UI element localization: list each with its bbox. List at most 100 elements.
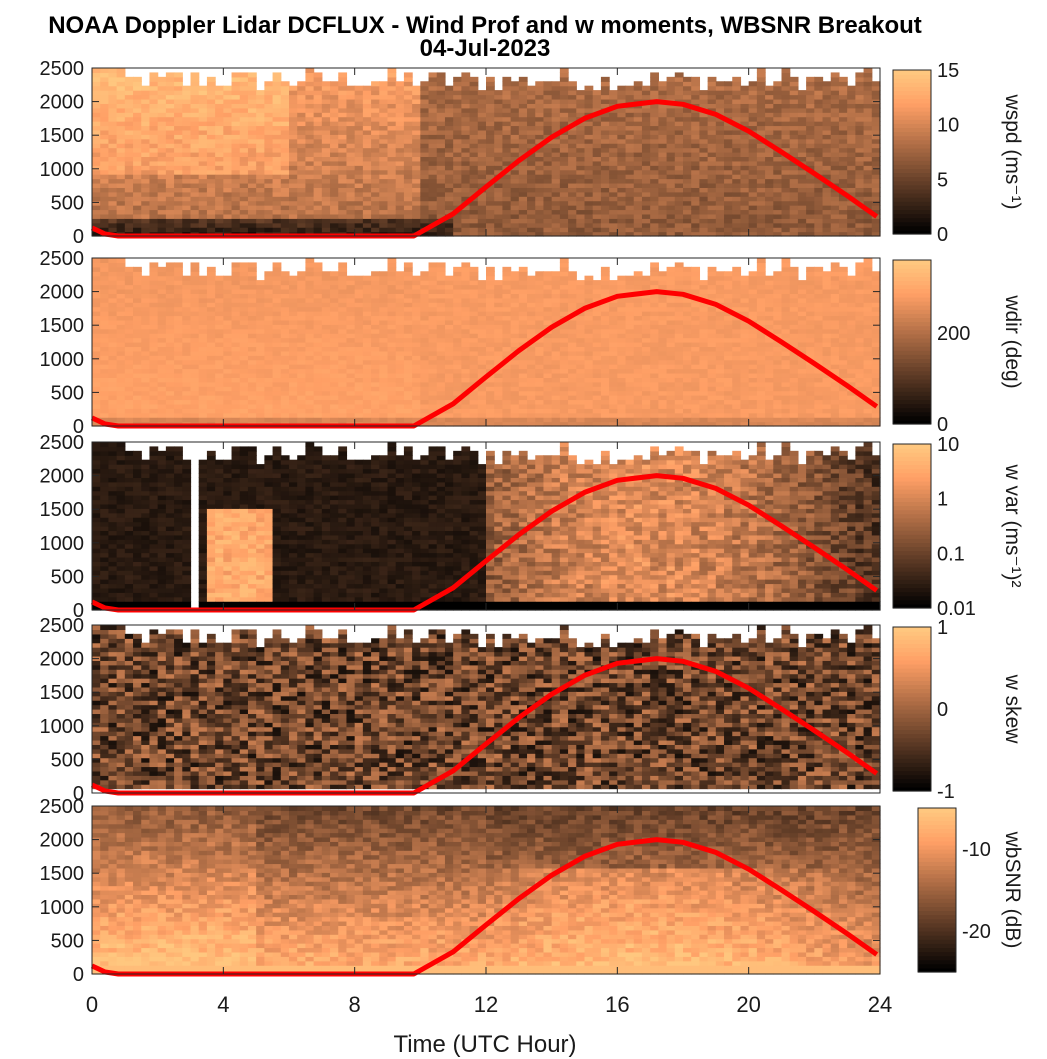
heatmap-cell — [321, 293, 331, 299]
heatmap-cell — [231, 129, 241, 135]
heatmap-cell — [535, 174, 545, 180]
heatmap-cell — [379, 395, 389, 401]
heatmap-cell — [822, 213, 832, 219]
heatmap-cell — [806, 174, 815, 180]
heatmap-cell — [223, 284, 233, 290]
heatmap-cell — [412, 275, 421, 281]
heatmap-cell — [256, 196, 265, 202]
heatmap-cell — [157, 350, 167, 356]
heatmap-cell — [215, 200, 224, 206]
heatmap-cell — [502, 121, 512, 127]
heatmap-cell — [609, 90, 618, 96]
heatmap-cell — [330, 390, 339, 396]
heatmap-cell — [231, 377, 241, 383]
heatmap-cell — [453, 165, 462, 171]
heatmap-cell — [289, 395, 298, 401]
heatmap-cell — [806, 231, 815, 237]
heatmap-cell — [116, 143, 126, 149]
heatmap-cell — [338, 112, 348, 118]
heatmap-cell — [461, 165, 471, 171]
heatmap-cell — [124, 324, 134, 330]
heatmap-cell — [149, 288, 159, 294]
heatmap-cell — [748, 169, 758, 175]
heatmap-cell — [551, 112, 561, 118]
heatmap-cell — [362, 355, 372, 361]
heatmap-cell — [379, 417, 389, 423]
heatmap-cell — [658, 200, 668, 206]
heatmap-cell — [239, 350, 249, 356]
heatmap-cell — [789, 174, 799, 180]
heatmap-cell — [674, 147, 684, 153]
heatmap-cell — [707, 196, 717, 202]
heatmap-cell — [551, 222, 561, 228]
heatmap-cell — [576, 134, 586, 140]
heatmap-cell — [461, 196, 471, 202]
heatmap-cell — [387, 315, 397, 321]
heatmap-cell — [141, 143, 151, 149]
colorbar-segment — [893, 225, 931, 231]
heatmap-cell — [206, 76, 216, 82]
heatmap-cell — [280, 271, 290, 277]
heatmap-cell — [108, 412, 118, 418]
heatmap-cell — [174, 116, 183, 122]
heatmap-cell — [559, 112, 569, 118]
heatmap-cell — [502, 178, 512, 184]
heatmap-cell — [494, 182, 504, 188]
heatmap-cell — [272, 390, 282, 396]
heatmap-cell — [797, 174, 807, 180]
heatmap-cell — [346, 359, 356, 365]
heatmap-cell — [707, 143, 717, 149]
heatmap-cell — [510, 209, 520, 215]
heatmap-cell — [436, 107, 446, 113]
heatmap-cell — [683, 152, 692, 158]
heatmap-cell — [412, 333, 421, 339]
heatmap-cell — [297, 209, 307, 215]
heatmap-cell — [469, 182, 479, 188]
heatmap-cell — [691, 94, 701, 100]
heatmap-cell — [412, 121, 421, 127]
heatmap-cell — [305, 152, 315, 158]
heatmap-cell — [527, 112, 536, 118]
heatmap-cell — [264, 297, 274, 303]
heatmap-cell — [789, 231, 799, 237]
heatmap-cell — [395, 271, 405, 277]
heatmap-cell — [174, 218, 183, 224]
heatmap-cell — [444, 112, 454, 118]
heatmap-cell — [182, 319, 192, 325]
heatmap-cell — [428, 328, 438, 334]
heatmap-cell — [650, 143, 659, 149]
heatmap-cell — [543, 107, 553, 113]
heatmap-cell — [313, 280, 323, 286]
heatmap-cell — [773, 156, 783, 162]
heatmap-cell — [871, 200, 881, 206]
heatmap-cell — [387, 169, 397, 175]
heatmap-cell — [510, 187, 520, 193]
heatmap-cell — [814, 107, 824, 113]
heatmap-cell — [748, 182, 758, 188]
heatmap-cell — [157, 147, 167, 153]
heatmap-cell — [568, 174, 577, 180]
heatmap-cell — [387, 213, 397, 219]
heatmap-cell — [650, 205, 659, 211]
heatmap-cell — [428, 399, 438, 405]
heatmap-cell — [756, 90, 766, 96]
heatmap-cell — [108, 315, 118, 321]
heatmap-cell — [157, 271, 167, 277]
heatmap-cell — [387, 112, 397, 118]
heatmap-cell — [206, 165, 216, 171]
heatmap-cell — [420, 98, 430, 104]
heatmap-cell — [403, 364, 413, 370]
heatmap-cell — [223, 103, 233, 109]
heatmap-cell — [239, 90, 249, 96]
heatmap-cell — [674, 231, 684, 237]
heatmap-cell — [165, 134, 175, 140]
heatmap-cell — [330, 342, 339, 348]
heatmap-cell — [100, 293, 110, 299]
heatmap-cell — [518, 178, 528, 184]
heatmap-cell — [272, 275, 282, 281]
heatmap-cell — [330, 368, 339, 374]
heatmap-cell — [518, 209, 528, 215]
heatmap-cell — [165, 138, 175, 144]
heatmap-cell — [338, 138, 348, 144]
heatmap-cell — [272, 103, 282, 109]
